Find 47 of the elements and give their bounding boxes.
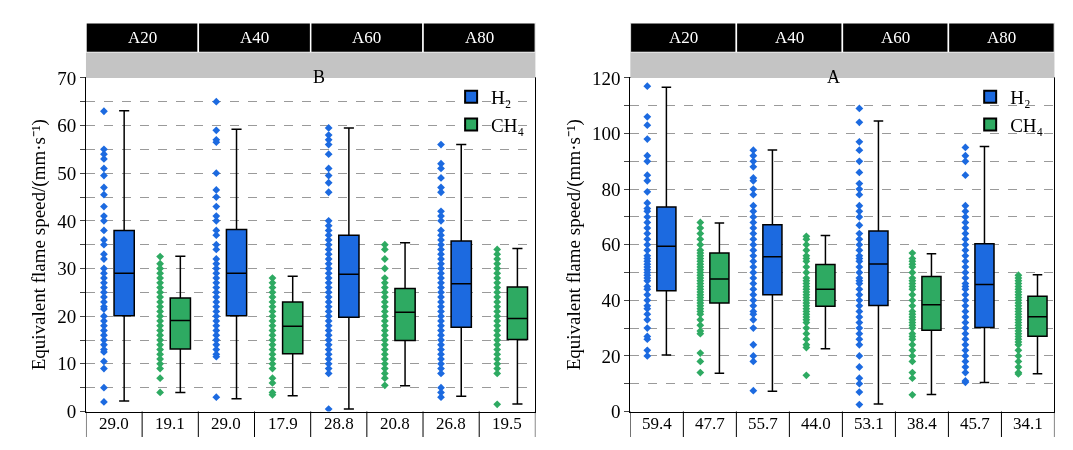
text: 53.1 — [854, 414, 884, 433]
x-tick-label: A40 — [240, 28, 270, 47]
legend-label: CH₄ — [491, 114, 525, 136]
x-tick-label: A80 — [465, 28, 495, 47]
x-tick-label: A40 — [775, 28, 805, 47]
legend-label: H₂ — [1010, 87, 1031, 109]
y-axis-title: Equivalent flame speed/(mm·s⁻¹) — [562, 119, 585, 371]
text: 19.5 — [492, 414, 522, 433]
text: 19.1 — [155, 414, 185, 433]
text: 38.4 — [907, 414, 937, 433]
y-tick-label: 10 — [57, 353, 77, 375]
chart-title: A — [827, 67, 840, 87]
text: 44.0 — [801, 414, 831, 433]
y-tick-label: 60 — [57, 115, 77, 137]
legend-label: H₂ — [491, 87, 512, 109]
legend-label: CH₄ — [1010, 114, 1044, 136]
x-tick-label: A20 — [669, 28, 699, 47]
x-tick-label: A60 — [352, 28, 382, 47]
text: 47.7 — [695, 414, 725, 433]
x-tick-label: A60 — [881, 28, 911, 47]
y-tick-label: 30 — [57, 258, 77, 280]
x-tick-label: A20 — [128, 28, 158, 47]
y-tick-label: 20 — [601, 345, 621, 367]
text: 28.8 — [324, 414, 354, 433]
y-tick-label: 120 — [592, 67, 621, 89]
text: 55.7 — [748, 414, 778, 433]
y-tick-label: 60 — [601, 234, 621, 256]
text: 34.1 — [1013, 414, 1043, 433]
y-tick-label: 0 — [66, 401, 77, 423]
text: 17.9 — [268, 414, 298, 433]
x-tick-label: A80 — [987, 28, 1017, 47]
y-tick-label: 20 — [57, 305, 77, 327]
text: 26.8 — [436, 414, 466, 433]
text: 45.7 — [960, 414, 990, 433]
y-axis-title: Equivalent flame speed/(mm·s⁻¹) — [28, 119, 51, 371]
y-tick-label: 40 — [57, 210, 77, 232]
y-tick-label: 100 — [592, 123, 621, 145]
text: 59.4 — [642, 414, 672, 433]
text: 29.0 — [211, 414, 241, 433]
y-tick-label: 50 — [57, 162, 77, 184]
y-tick-label: 80 — [601, 178, 621, 200]
text: 20.8 — [380, 414, 410, 433]
text: 29.0 — [99, 414, 129, 433]
chart-title: B — [313, 67, 326, 87]
y-tick-label: 70 — [57, 67, 77, 89]
y-tick-label: 0 — [611, 401, 621, 423]
y-tick-label: 40 — [601, 289, 621, 311]
